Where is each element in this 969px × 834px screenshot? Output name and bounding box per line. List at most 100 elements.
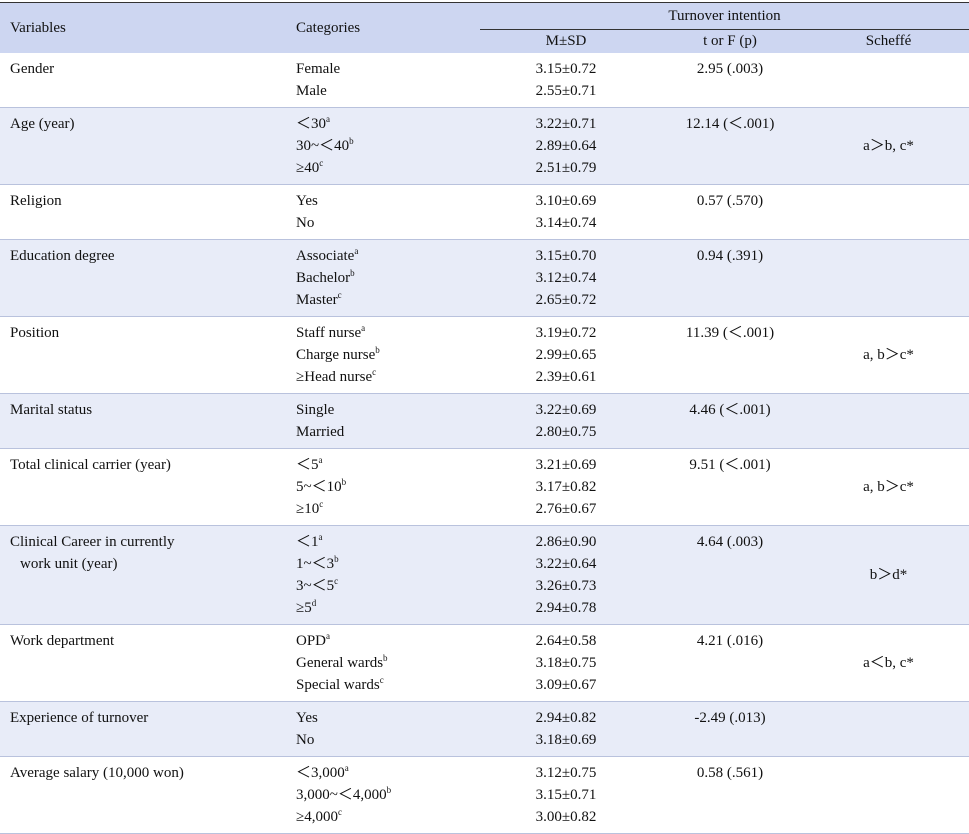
scheffe-cell: b＞d* bbox=[808, 525, 969, 625]
category-cell: OPDa General wardsb Special wardsc bbox=[286, 625, 480, 702]
table-body: Gender Female Male 3.15±0.72 2.55±0.71 2.95 (… bbox=[0, 53, 969, 834]
category-superscript: c bbox=[337, 290, 342, 300]
msd-value: 2.94±0.78 bbox=[535, 600, 597, 616]
table-row: Marital status Single Married 3.22±0.69 2.80… bbox=[0, 393, 969, 449]
category-line: Married bbox=[296, 421, 480, 443]
variable-cell: Total clinical carrier (year) bbox=[0, 449, 286, 526]
stat-cell: 4.46 (＜.001) bbox=[652, 393, 808, 449]
category-text: ＜1 bbox=[296, 534, 319, 550]
variable-cell: Marital status bbox=[0, 393, 286, 449]
variable-line: Position bbox=[10, 325, 60, 341]
variable-cell: Position bbox=[0, 317, 286, 394]
stat-cell: -2.49 (.013) bbox=[652, 701, 808, 757]
category-line: Charge nurseb bbox=[296, 344, 480, 366]
category-superscript: c bbox=[372, 367, 377, 377]
category-text: Bachelor bbox=[296, 270, 351, 286]
category-superscript: a bbox=[318, 532, 323, 542]
category-line: Associatea bbox=[296, 245, 480, 267]
scheffe-cell: a＜b, c* bbox=[863, 655, 914, 671]
header-cell: Scheffé bbox=[808, 29, 969, 53]
scheffe-cell: a, b＞c* bbox=[863, 479, 914, 495]
stat-cell: 0.94 (.391) bbox=[652, 239, 808, 317]
msd-cell: 2.86±0.90 3.22±0.64 3.26±0.73 2.94±0.78 bbox=[480, 525, 652, 625]
group-header: Turnover intention bbox=[480, 2, 969, 30]
msd-value: 3.26±0.73 bbox=[535, 578, 597, 594]
scheffe-cell: a, b＞c* bbox=[863, 347, 914, 363]
stat-cell: 12.14 (＜.001) bbox=[652, 107, 808, 185]
scheffe-cell bbox=[808, 393, 969, 449]
variable-line: Marital status bbox=[10, 402, 93, 418]
category-line: Female bbox=[296, 58, 480, 80]
category-line: 3,000~＜4,000b bbox=[296, 784, 480, 806]
category-line: Special wardsc bbox=[296, 674, 480, 696]
category-text: ≥Head nurse bbox=[296, 369, 373, 385]
msd-cell: 2.64±0.58 3.18±0.75 3.09±0.67 bbox=[480, 625, 652, 702]
variable-cell: Work department bbox=[0, 625, 286, 702]
category-superscript: a bbox=[344, 763, 349, 773]
category-text: General wards bbox=[296, 655, 384, 671]
stat-cell: 4.64 (.003) bbox=[652, 525, 808, 625]
category-text: 3,000~＜4,000 bbox=[296, 787, 387, 803]
category-line: ≥10c bbox=[296, 498, 480, 520]
msd-value: 3.19±0.72 bbox=[535, 325, 597, 341]
msd-cell: 3.10±0.69 3.14±0.74 bbox=[480, 185, 652, 240]
table-row: Work department OPDa General wardsb Special… bbox=[0, 625, 969, 702]
scheffe-cell bbox=[808, 701, 969, 757]
category-line: General wardsb bbox=[296, 652, 480, 674]
category-line: 3~＜5c bbox=[296, 575, 480, 597]
msd-value: 2.39±0.61 bbox=[535, 369, 597, 385]
category-line: ＜3,000a bbox=[296, 762, 480, 784]
msd-value: 3.15±0.71 bbox=[535, 787, 597, 803]
category-line: Yes bbox=[296, 190, 480, 212]
category-cell: Female Male bbox=[286, 53, 480, 108]
category-line: ＜1a bbox=[296, 531, 480, 553]
category-line: ≥40c bbox=[296, 157, 480, 179]
category-text: ＜5 bbox=[296, 457, 319, 473]
stat-cell: 11.39 (＜.001) bbox=[685, 325, 775, 341]
msd-value: 2.51±0.79 bbox=[535, 160, 597, 176]
category-text: ≥40 bbox=[296, 160, 320, 176]
category-line: 1~＜3b bbox=[296, 553, 480, 575]
msd-value: 3.17±0.82 bbox=[535, 479, 597, 495]
category-superscript: b bbox=[341, 477, 347, 487]
variable-line: Average salary (10,000 won) bbox=[10, 765, 184, 781]
variable-cell: Average salary (10,000 won) bbox=[0, 757, 286, 834]
stat-cell: 2.95 (.003) bbox=[696, 61, 764, 77]
variable-cell: Clinical Career in currently work unit (y… bbox=[0, 525, 286, 625]
table-row: Clinical Career in currently work unit (y… bbox=[0, 525, 969, 625]
msd-cell: 3.22±0.69 2.80±0.75 bbox=[480, 393, 652, 449]
table-row: Experience of turnover Yes No 2.94±0.82 3.18… bbox=[0, 701, 969, 757]
msd-cell: 3.15±0.70 3.12±0.74 2.65±0.72 bbox=[480, 239, 652, 317]
scheffe-cell bbox=[808, 757, 969, 834]
category-text: 5~＜10 bbox=[296, 479, 342, 495]
msd-value: 3.12±0.75 bbox=[535, 765, 597, 781]
category-superscript: a bbox=[318, 455, 323, 465]
table-row: Education degree Associatea Bachelorb Maste… bbox=[0, 239, 969, 317]
table-header: Variables Categories Turnover intention … bbox=[0, 2, 969, 53]
category-superscript: c bbox=[319, 499, 324, 509]
category-text: 1~＜3 bbox=[296, 556, 335, 572]
category-superscript: c bbox=[379, 675, 384, 685]
msd-value: 2.64±0.58 bbox=[535, 633, 597, 649]
msd-value: 3.14±0.74 bbox=[535, 215, 597, 231]
category-cell: Staff nursea Charge nurseb ≥Head nursec bbox=[286, 317, 480, 394]
variable-line: Work department bbox=[10, 633, 115, 649]
header-row: M±SD t or F (p) Scheffé bbox=[0, 29, 969, 53]
category-superscript: b bbox=[386, 785, 392, 795]
variable-cell: Age (year) bbox=[0, 107, 286, 185]
category-text: Married bbox=[296, 424, 345, 440]
category-cell: Associatea Bachelorb Masterc bbox=[286, 239, 480, 317]
msd-value: 3.22±0.64 bbox=[535, 556, 597, 572]
msd-cell: 3.21±0.69 3.17±0.82 2.76±0.67 bbox=[480, 449, 652, 526]
category-cell: ＜1a 1~＜3b 3~＜5c ≥5d bbox=[286, 525, 480, 625]
category-text: Single bbox=[296, 402, 335, 418]
category-text: 3~＜5 bbox=[296, 578, 335, 594]
category-superscript: b bbox=[334, 554, 339, 564]
category-cell: Single Married bbox=[286, 393, 480, 449]
header-row: Variables Categories Turnover intention bbox=[0, 2, 969, 53]
msd-value: 3.10±0.69 bbox=[535, 193, 597, 209]
variable-line: Education degree bbox=[10, 248, 115, 264]
category-superscript: b bbox=[349, 136, 354, 146]
category-superscript: a bbox=[361, 323, 366, 333]
variable-cell: Experience of turnover bbox=[0, 701, 286, 757]
